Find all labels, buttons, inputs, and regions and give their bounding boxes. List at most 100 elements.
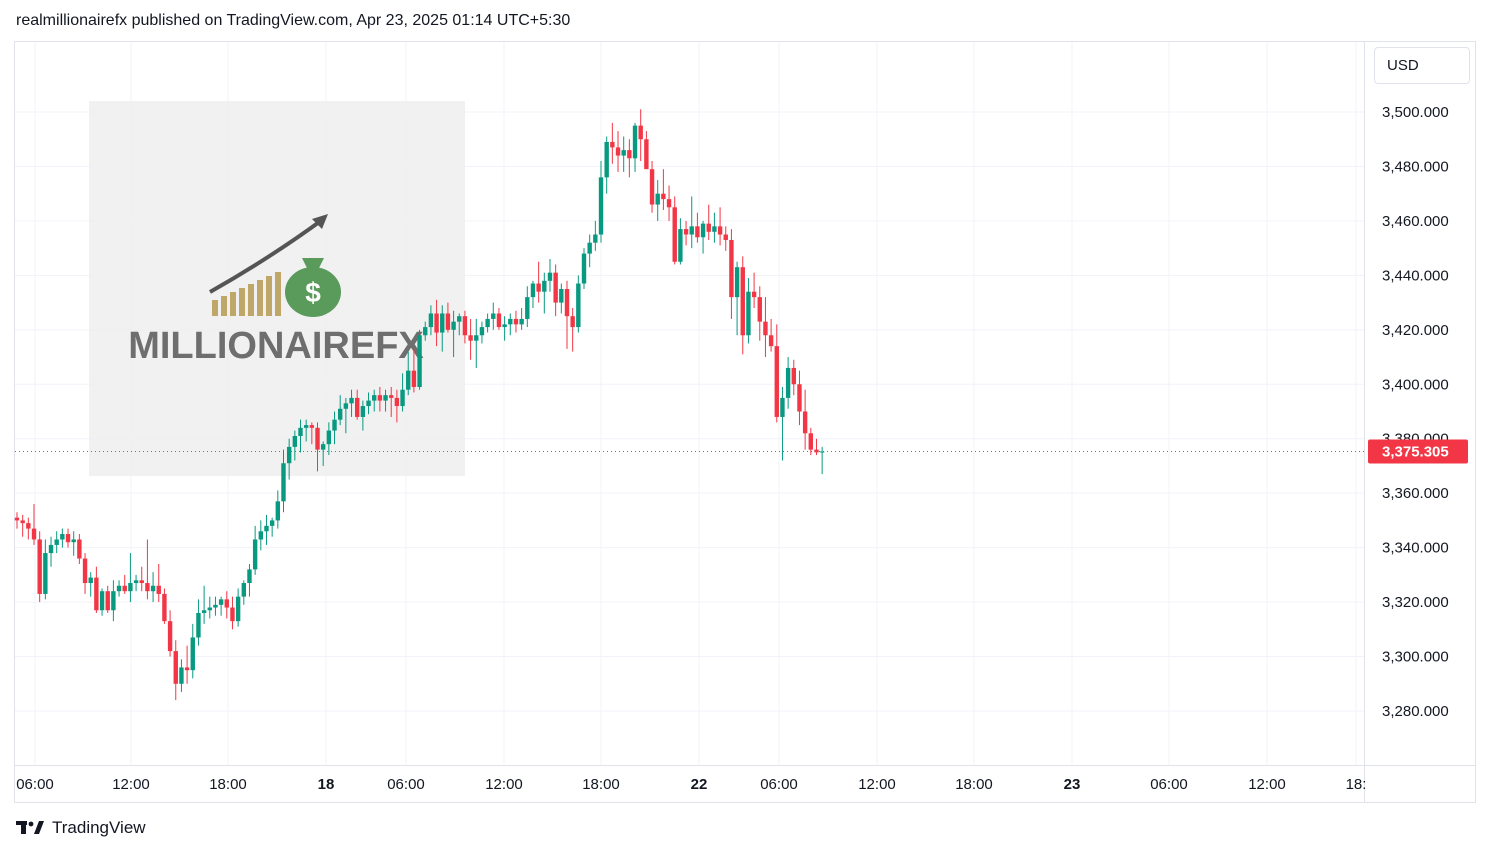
candle-body [303, 425, 309, 428]
candle-body [553, 272, 558, 303]
price-axis[interactable]: 3,500.000 3,480.000 3,460.000 3,440.000 3,42… [1382, 104, 1449, 720]
y-tick-label: 3,340.000 [1382, 540, 1449, 557]
candle-body [54, 539, 59, 545]
candle-body [479, 327, 485, 336]
candle-body [411, 370, 417, 387]
candle [82, 553, 88, 594]
brand-footer[interactable]: TradingView [16, 818, 146, 838]
x-tick-label: 18:00 [582, 776, 620, 793]
candle [14, 512, 20, 529]
candle [406, 351, 411, 396]
candle [593, 220, 598, 251]
candle-body [598, 177, 604, 235]
candle-body [712, 226, 717, 232]
candle-body [383, 395, 388, 401]
candle-body [791, 367, 796, 385]
candle-body [389, 395, 394, 398]
candle [610, 122, 615, 164]
candle-body [309, 425, 315, 428]
candle [655, 180, 660, 221]
candle [360, 400, 366, 431]
candle-body [734, 267, 740, 298]
candle-body [128, 583, 133, 592]
candle [400, 373, 405, 412]
y-tick-label: 3,500.000 [1382, 104, 1449, 121]
candle [491, 302, 496, 330]
candle-body [678, 229, 683, 262]
candle-body [627, 150, 632, 159]
candle [156, 563, 161, 603]
candle-body [434, 313, 439, 333]
candle [116, 580, 122, 597]
candle-body [457, 316, 462, 322]
candle [474, 318, 479, 368]
candle [774, 324, 779, 423]
candle [207, 596, 212, 619]
candle-body [576, 283, 581, 328]
candle [173, 640, 178, 701]
candle-body [77, 539, 82, 559]
candle [411, 348, 417, 393]
candle [814, 438, 819, 456]
candle [519, 308, 524, 330]
candle [179, 659, 184, 692]
candle-body [542, 280, 547, 292]
bar-steps-icon [212, 272, 281, 316]
x-tick-label: 18: [1346, 776, 1367, 793]
candle-body [65, 534, 71, 543]
candle-body [394, 397, 400, 407]
candle-body [525, 297, 530, 319]
candle-body [337, 408, 343, 420]
candle [275, 490, 281, 529]
candle-body [519, 318, 524, 325]
candle [94, 566, 99, 613]
candle [564, 280, 570, 349]
y-tick-label: 3,400.000 [1382, 376, 1449, 393]
candle-body [315, 427, 320, 450]
candle-body [740, 267, 745, 336]
candle [139, 566, 144, 592]
candle-body [564, 288, 570, 317]
watermark-text: MILLIONAIREFX [128, 325, 424, 367]
candle [303, 419, 309, 442]
candle [479, 321, 485, 344]
candle-body [604, 141, 609, 178]
chart-frame [14, 41, 1476, 803]
y-tick-label: 3,460.000 [1382, 213, 1449, 230]
candle [780, 386, 785, 461]
candle-body [530, 283, 536, 298]
candle-body [207, 607, 212, 611]
candle-body [423, 327, 428, 336]
candle-body [462, 316, 468, 336]
candle-body [536, 283, 541, 292]
candle-body [258, 531, 264, 540]
candle [366, 392, 371, 415]
candle [451, 310, 456, 358]
candle [88, 572, 93, 597]
candle-body [133, 580, 139, 584]
candle [54, 531, 59, 554]
candle-body [179, 667, 184, 684]
candle-body [814, 449, 819, 453]
candle-body [264, 525, 269, 532]
time-axis[interactable]: 06:00 12:00 18:00 18 06:00 12:00 18:00 22 06:00 1… [16, 776, 1366, 793]
candle [644, 131, 649, 170]
candle-body [746, 291, 751, 336]
candle-body [581, 253, 587, 284]
candle-body [491, 313, 496, 319]
candle [576, 275, 581, 333]
publisher-line: realmillionairefx published on TradingVi… [16, 12, 571, 29]
currency-selector[interactable]: USD [1374, 47, 1470, 84]
rising-arrow-icon [209, 214, 328, 294]
svg-text:$: $ [305, 277, 321, 308]
candle-body [184, 667, 190, 671]
candle [706, 204, 711, 240]
candle [440, 305, 445, 352]
candle-body [406, 370, 411, 390]
candle [372, 389, 377, 412]
x-tick-label: 06:00 [760, 776, 798, 793]
tradingview-logo-icon [16, 821, 44, 834]
candle [502, 316, 507, 341]
candle [604, 136, 609, 194]
